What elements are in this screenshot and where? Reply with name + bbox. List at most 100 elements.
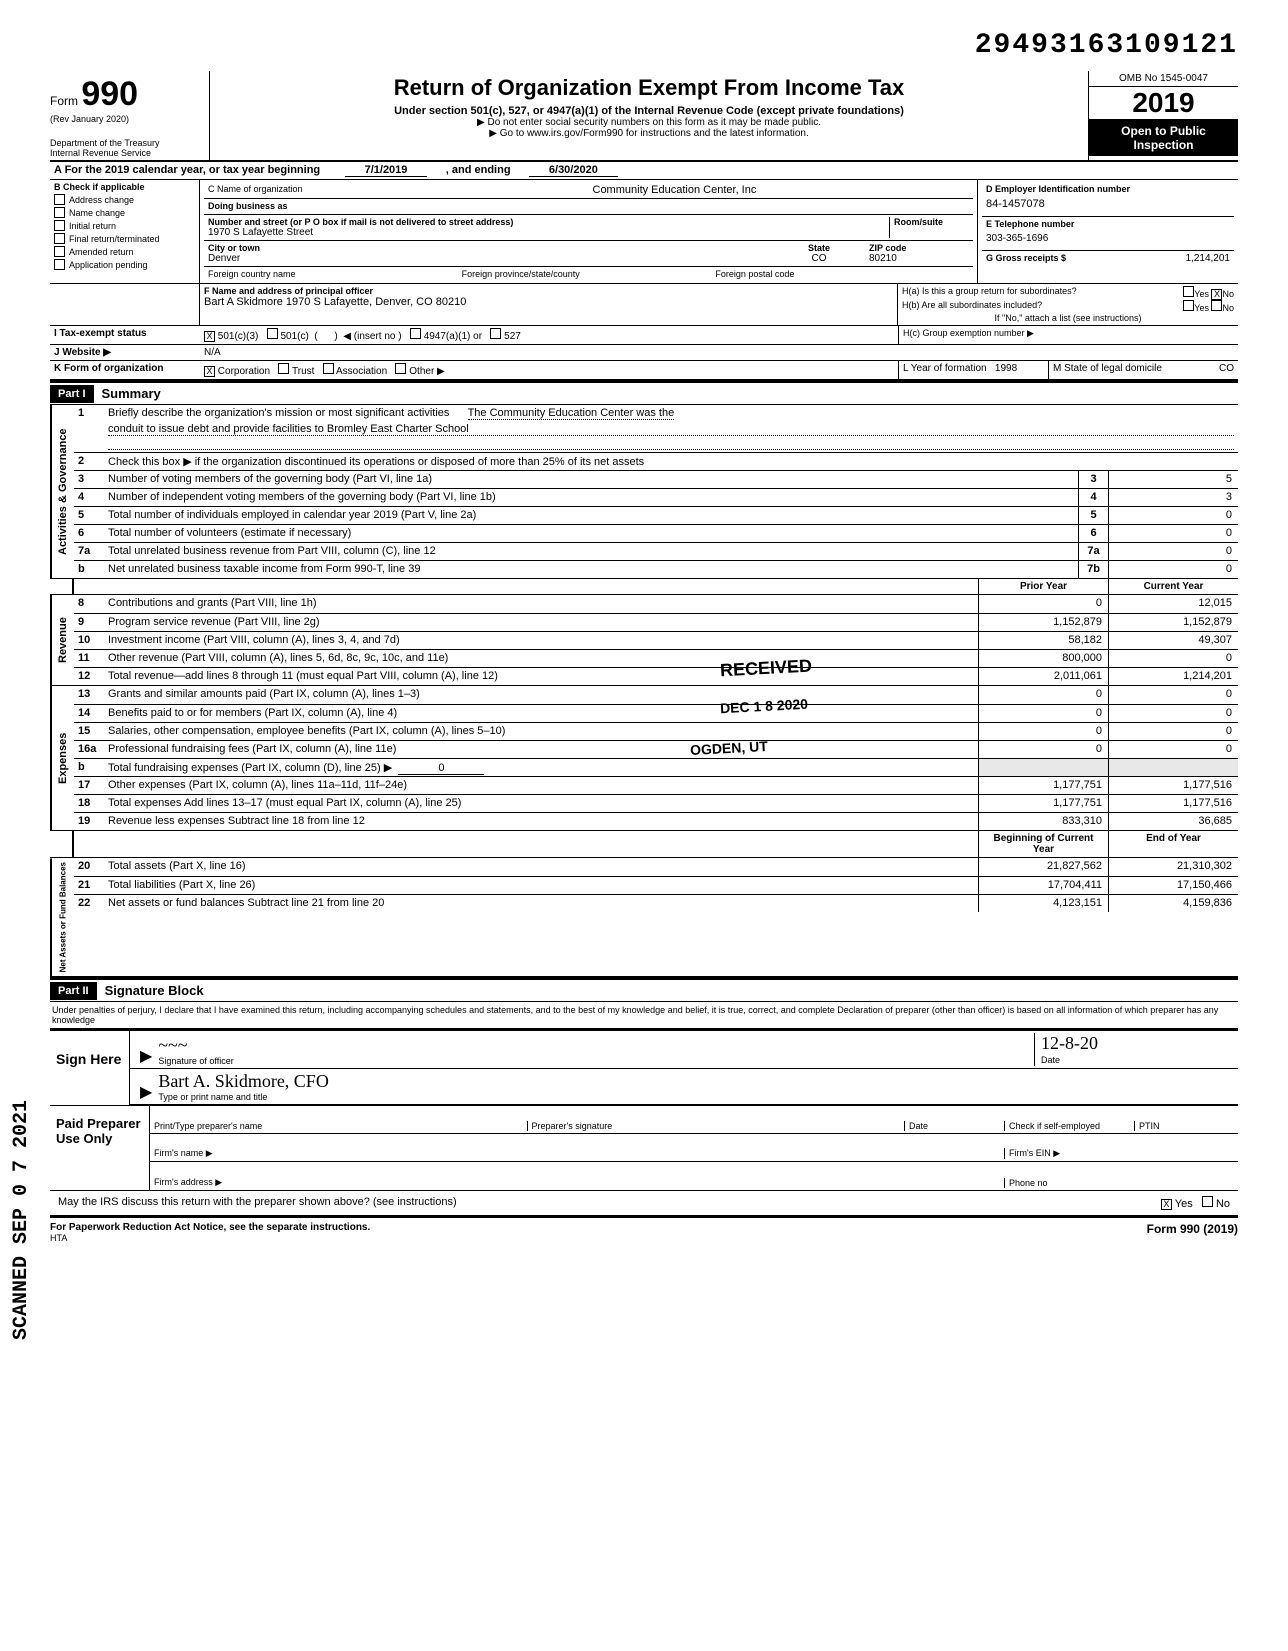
line-12-curr: 1,214,201 — [1108, 668, 1238, 685]
document-id: 29493163109121 — [50, 30, 1238, 61]
line-7a-num: 7a — [74, 543, 104, 560]
hb-no[interactable] — [1211, 300, 1222, 311]
prior-year-header: Prior Year — [978, 579, 1108, 594]
line-20-desc: Total assets (Part X, line 16) — [104, 858, 978, 876]
governance-label: Activities & Governance — [50, 405, 74, 578]
line-a-label: A For the 2019 calendar year, or tax yea… — [54, 164, 320, 177]
lbl-address-change: Address change — [69, 195, 134, 205]
form-title: Return of Organization Exempt From Incom… — [218, 75, 1080, 101]
chk-corp[interactable]: X — [204, 366, 215, 377]
room-lbl: Room/suite — [894, 217, 969, 227]
line-8-desc: Contributions and grants (Part VIII, lin… — [104, 595, 978, 613]
ha-no[interactable]: X — [1211, 289, 1222, 300]
chk-501c[interactable] — [267, 328, 278, 339]
line-1-val: The Community Education Center was the — [468, 407, 675, 420]
form-rev: (Rev January 2020) — [50, 114, 203, 124]
l16b-val: 0 — [398, 762, 484, 775]
hb-lbl: H(b) Are all subordinates included? — [902, 300, 1042, 313]
gross-lbl: G Gross receipts $ — [986, 253, 1066, 264]
chk-other[interactable] — [395, 363, 406, 374]
hb-yes[interactable] — [1183, 300, 1194, 311]
perjury-statement: Under penalties of perjury, I declare th… — [50, 1002, 1238, 1029]
chk-trust[interactable] — [278, 363, 289, 374]
l15-p: 0 — [978, 723, 1108, 740]
l20-b: 21,827,562 — [978, 858, 1108, 876]
l15-c: 0 — [1108, 723, 1238, 740]
line-14-desc: Benefits paid to or for members (Part IX… — [104, 705, 978, 722]
line-9-curr: 1,152,879 — [1108, 614, 1238, 631]
line-1-blank — [108, 436, 1234, 450]
note-url: ▶ Go to www.irs.gov/Form990 for instruct… — [218, 128, 1080, 139]
chk-4947[interactable] — [410, 328, 421, 339]
chk-final-return[interactable] — [54, 233, 65, 244]
tax-year-begin: 7/1/2019 — [345, 164, 428, 177]
chk-name-change[interactable] — [54, 207, 65, 218]
street-lbl: Number and street (or P O box if mail is… — [208, 217, 889, 227]
ha-yes[interactable] — [1183, 286, 1194, 297]
omb-number: OMB No 1545-0047 — [1089, 71, 1238, 87]
prep-sig-lbl: Preparer's signature — [527, 1121, 905, 1131]
footer: For Paperwork Reduction Act Notice, see … — [50, 1217, 1238, 1243]
netassets-label: Net Assets or Fund Balances — [50, 858, 74, 976]
lbl-name-change: Name change — [69, 208, 125, 218]
line-7a-box: 7a — [1078, 543, 1108, 560]
no-lbl2: No — [1222, 303, 1234, 313]
line-5-val: 0 — [1108, 507, 1238, 524]
prep-check-lbl: Check if self-employed — [1004, 1121, 1134, 1131]
insert-no: ◀ (insert no ) — [343, 331, 401, 342]
line-9-desc: Program service revenue (Part VIII, line… — [104, 614, 978, 631]
chk-assoc[interactable] — [323, 363, 334, 374]
part-1-header: Part I Summary — [50, 381, 1238, 405]
line-11-prior: 800,000 — [978, 650, 1108, 667]
chk-amended[interactable] — [54, 246, 65, 257]
l-lbl: L Year of formation — [903, 363, 987, 374]
discuss-no-chk[interactable] — [1202, 1196, 1213, 1207]
line-7a-val: 0 — [1108, 543, 1238, 560]
501c3-lbl: 501(c)(3) — [218, 331, 259, 342]
zip-lbl: ZIP code — [869, 243, 969, 253]
line-6-box: 6 — [1078, 525, 1108, 542]
governance-section: Activities & Governance 1 Briefly descri… — [50, 405, 1238, 579]
part-2-title: Signature Block — [97, 980, 212, 1001]
lbl-initial-return: Initial return — [69, 221, 116, 231]
expenses-section: Expenses 13Grants and similar amounts pa… — [50, 686, 1238, 831]
line-13-desc: Grants and similar amounts paid (Part IX… — [104, 686, 978, 704]
lbl-app-pending: Application pending — [69, 260, 148, 270]
l19-p: 833,310 — [978, 813, 1108, 830]
revenue-section: Revenue 8Contributions and grants (Part … — [50, 595, 1238, 686]
form-org-lbl: K Form of organization — [50, 361, 200, 379]
foreign-postal-lbl: Foreign postal code — [715, 269, 969, 279]
state: CO — [769, 253, 869, 264]
block-b-title: B Check if applicable — [54, 182, 195, 192]
line-3-desc: Number of voting members of the governin… — [104, 471, 1078, 488]
chk-501c3[interactable]: X — [204, 331, 215, 342]
discuss-yes-chk[interactable]: X — [1161, 1199, 1172, 1210]
line-2-desc: Check this box ▶ if the organization dis… — [104, 453, 1238, 470]
chk-527[interactable] — [490, 328, 501, 339]
city: Denver — [208, 253, 769, 264]
form-number: 990 — [81, 75, 138, 113]
line-1-num: 1 — [74, 405, 104, 452]
lbl-amended: Amended return — [69, 247, 134, 257]
line-7b-num: b — [74, 561, 104, 578]
firm-addr-lbl: Firm's address ▶ — [154, 1177, 1004, 1188]
line-16a-desc: Professional fundraising fees (Part IX, … — [104, 741, 978, 758]
chk-app-pending[interactable] — [54, 259, 65, 270]
phone-lbl: E Telephone number — [986, 219, 1230, 229]
block-d: D Employer Identification number 84-1457… — [978, 180, 1238, 283]
line-10-curr: 49,307 — [1108, 632, 1238, 649]
chk-initial-return[interactable] — [54, 220, 65, 231]
line-22-desc: Net assets or fund balances Subtract lin… — [104, 895, 978, 912]
l18-p: 1,177,751 — [978, 795, 1108, 812]
scanned-stamp: SCANNED SEP 0 7 2021 — [10, 1100, 33, 1340]
ein: 84-1457078 — [986, 194, 1230, 214]
trust-lbl: Trust — [292, 366, 314, 377]
l14-p: 0 — [978, 705, 1108, 722]
line-5-desc: Total number of individuals employed in … — [104, 507, 1078, 524]
arrow-icon-2: ▶ — [134, 1082, 158, 1102]
line-6-desc: Total number of volunteers (estimate if … — [104, 525, 1078, 542]
chk-address-change[interactable] — [54, 194, 65, 205]
website-val: N/A — [200, 345, 225, 360]
line-i: I Tax-exempt status X 501(c)(3) 501(c) (… — [50, 326, 1238, 345]
line-k: K Form of organization X Corporation Tru… — [50, 361, 1238, 381]
